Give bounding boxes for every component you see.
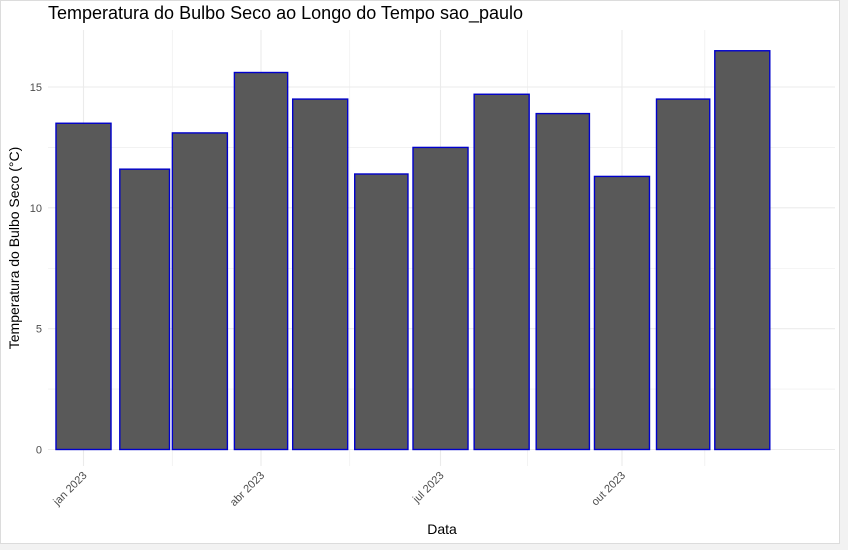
x-axis-title: Data	[427, 521, 457, 537]
bar	[55, 122, 112, 451]
bar	[714, 50, 771, 451]
bar	[119, 168, 171, 451]
y-axis-ticks: 0 5 10 15	[30, 82, 42, 457]
y-tick-label: 10	[30, 203, 42, 215]
bar	[473, 93, 530, 451]
bar	[412, 146, 469, 451]
chart-title: Temperatura do Bulbo Seco ao Longo do Te…	[48, 3, 523, 24]
y-tick-label: 0	[36, 445, 42, 457]
bar	[354, 173, 409, 451]
x-tick-label: abr 2023	[228, 470, 267, 509]
bar	[171, 132, 229, 451]
bar	[655, 98, 711, 451]
bars	[55, 50, 771, 451]
x-tick-label: jan 2023	[51, 470, 90, 509]
bar	[593, 175, 651, 451]
x-axis-ticks: jan 2023 abr 2023 jul 2023 out 2023	[51, 470, 629, 509]
bar	[233, 71, 289, 451]
x-tick-label: jul 2023	[410, 470, 446, 506]
bar	[535, 112, 591, 451]
y-tick-label: 15	[30, 82, 42, 94]
x-tick-label: out 2023	[589, 470, 628, 509]
y-tick-label: 5	[36, 324, 42, 336]
y-axis-title: Temperatura do Bulbo Seco (°C)	[6, 147, 22, 349]
bar	[291, 98, 349, 451]
